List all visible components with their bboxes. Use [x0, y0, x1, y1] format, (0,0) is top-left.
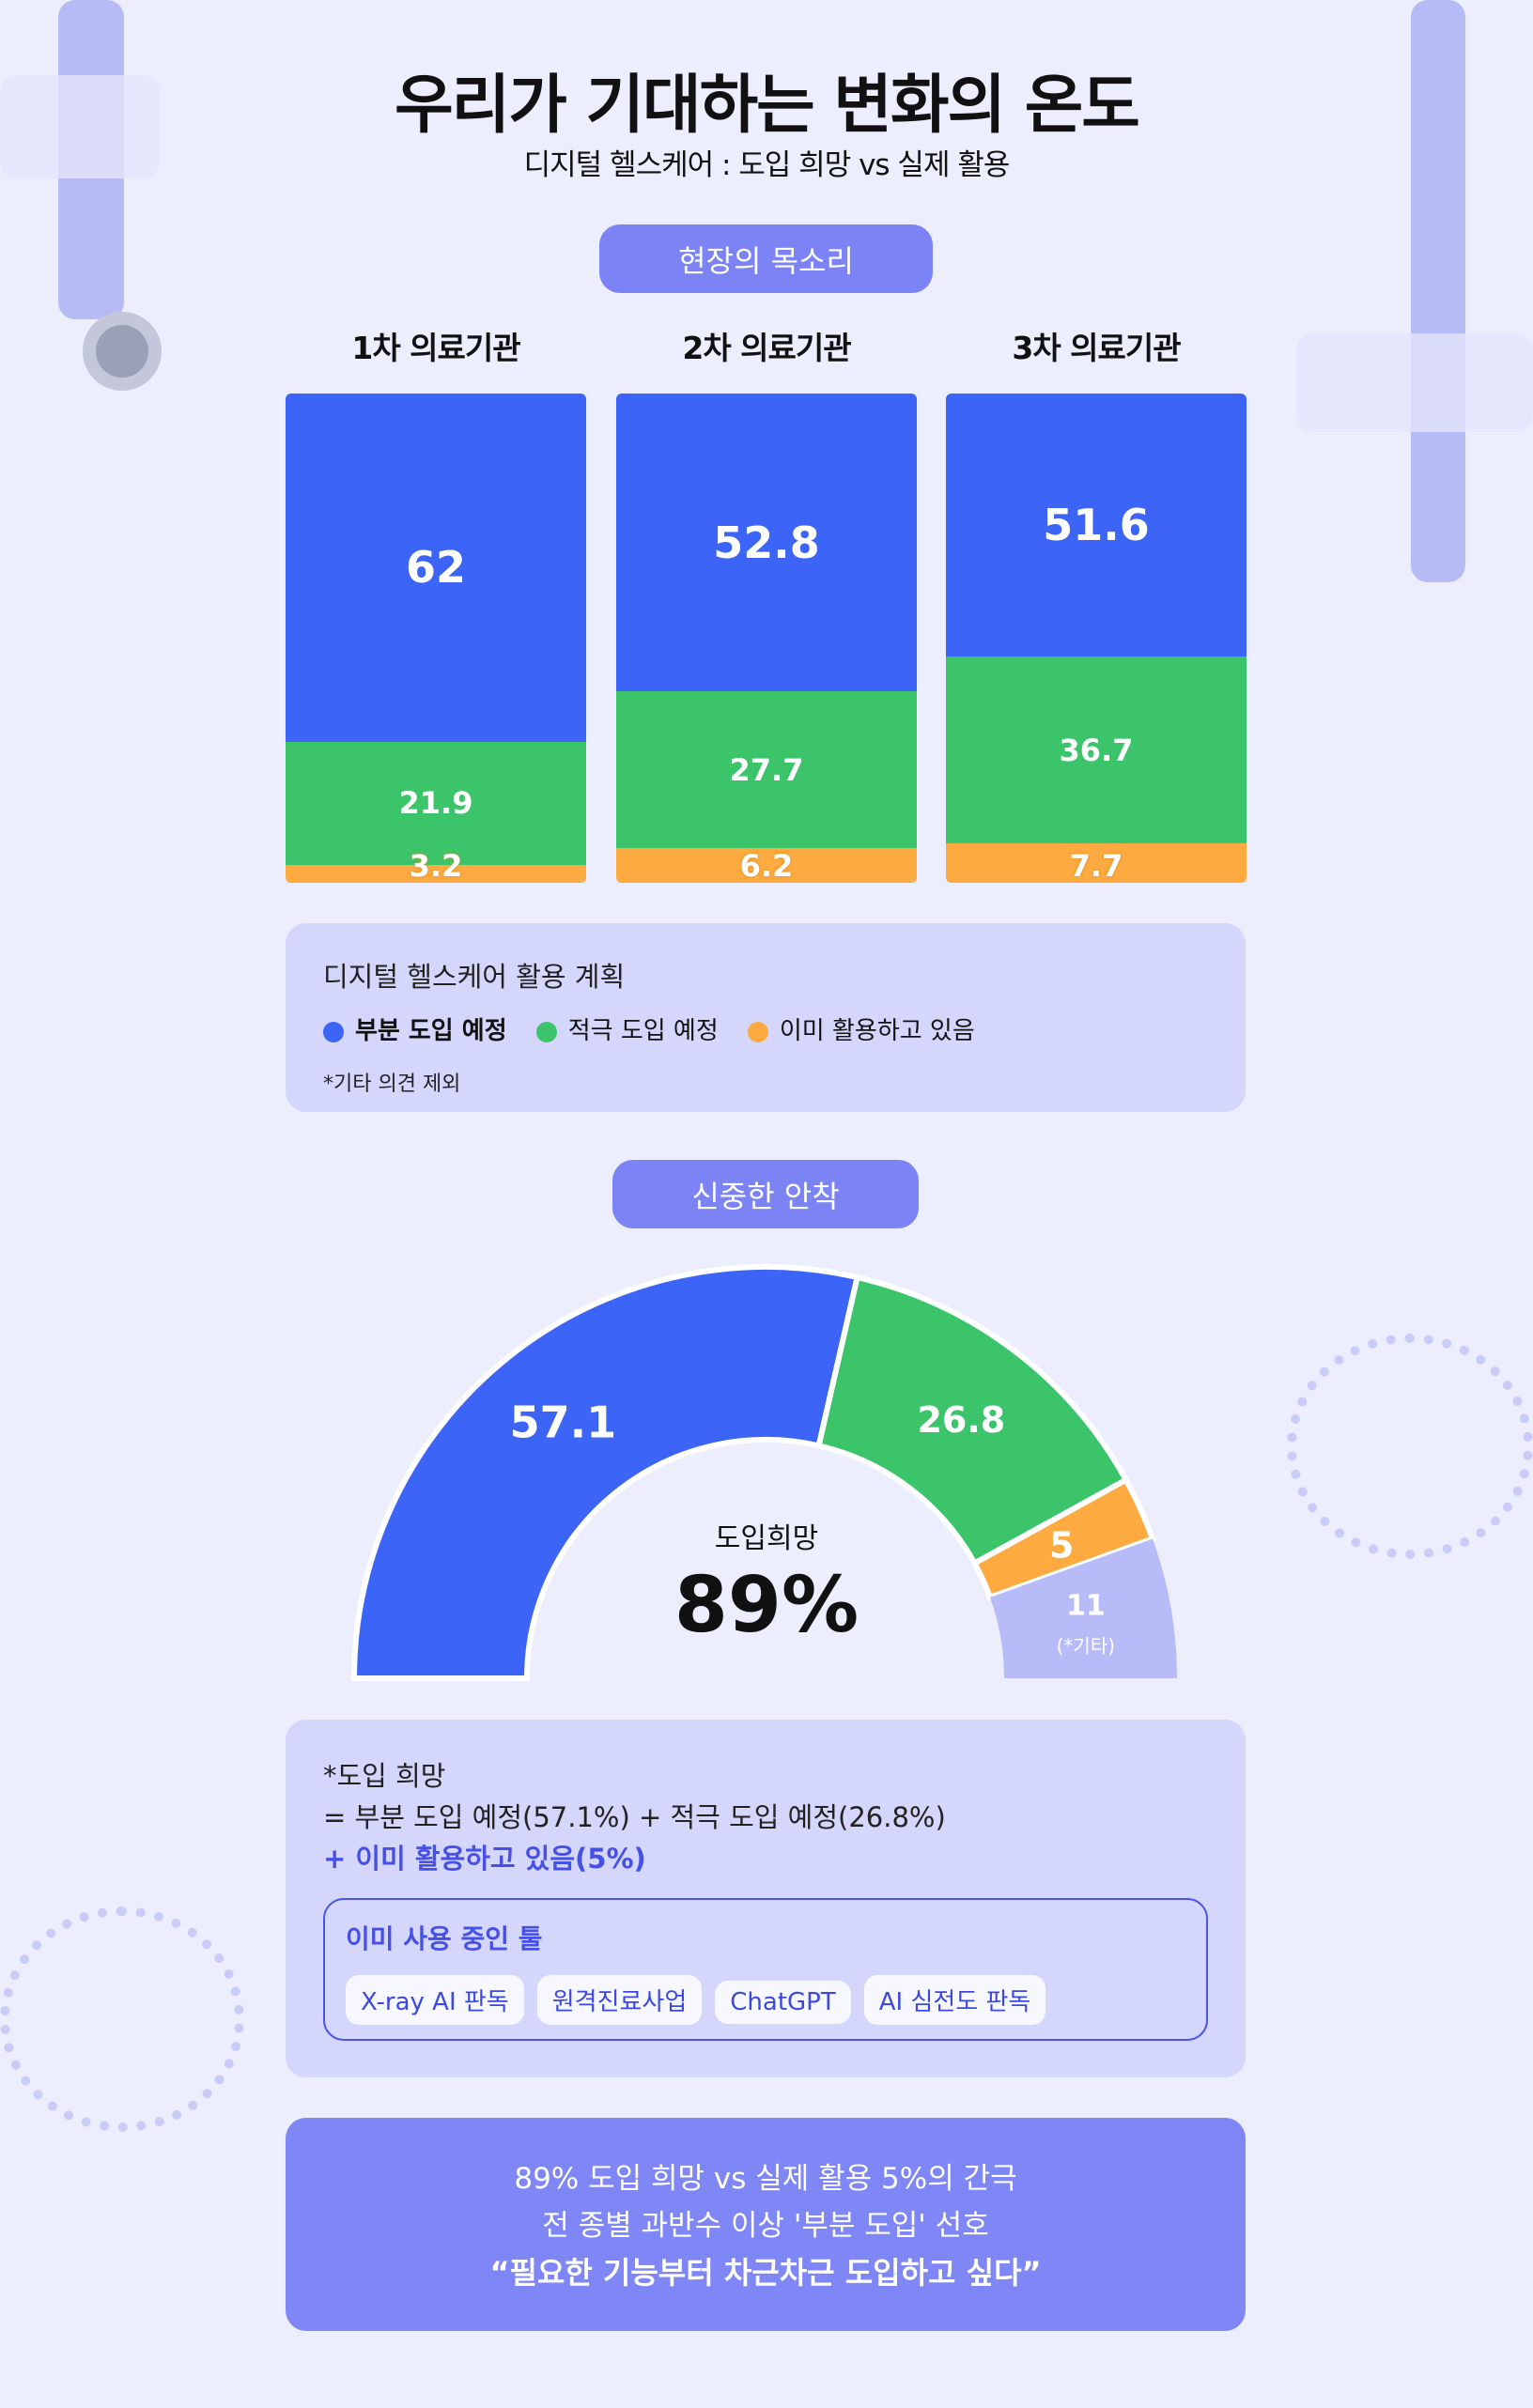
explain-line-1: *도입 희망 [323, 1760, 446, 1792]
bar-value-label: 6.2 [739, 847, 794, 883]
half-donut-chart: 57.1 26.8 5 11 (*기타) [350, 1264, 1177, 1681]
bar-value-label: 7.7 [1069, 847, 1123, 883]
tool-tag: X-ray AI 판독 [346, 1975, 524, 2025]
decoration-dna-icon [0, 1906, 244, 2132]
page-subtitle: 디지털 헬스케어 : 도입 희망 vs 실제 활용 [523, 148, 1011, 182]
gauge-value-label: 26.8 [917, 1399, 1005, 1441]
gauge-value-label: 11 [1066, 1589, 1106, 1622]
bar-value-label: 27.7 [729, 751, 804, 788]
stacked-bar: 62 21.9 3.2 [286, 394, 586, 883]
column-header: 3차 의료기관 [1012, 330, 1181, 366]
legend-item-partial: 부분 도입 예정 [323, 1011, 507, 1046]
bar-segment: 51.6 [946, 394, 1247, 657]
column-header: 2차 의료기관 [682, 330, 851, 366]
decoration-dna-icon [1287, 1334, 1533, 1559]
decoration-device-left-head [0, 75, 160, 178]
bar-segment: 6.2 [616, 847, 917, 883]
decoration-device-right-head [1296, 333, 1533, 432]
bar-value-label: 51.6 [1043, 500, 1150, 551]
page-title: 우리가 기대하는 변화의 온도 [395, 69, 1140, 143]
gauge-sublabel: (*기타) [1057, 1634, 1115, 1657]
gauge-value-label: 57.1 [510, 1397, 617, 1447]
tools-box: 이미 사용 중인 툴 X-ray AI 판독 원격진료사업 ChatGPT AI 심전… [323, 1898, 1208, 2041]
bar-value-label: 21.9 [398, 785, 473, 822]
gauge-value-label: 5 [1049, 1524, 1074, 1566]
legend-title: 디지털 헬스케어 활용 계획 [323, 961, 626, 993]
bar-value-label: 36.7 [1059, 732, 1134, 768]
legend-dot-green [535, 1021, 557, 1042]
summary-line-1: 89% 도입 희망 vs 실제 활용 5%의 간극 [514, 2162, 1017, 2196]
legend-item-using: 이미 활용하고 있음 [747, 1011, 975, 1046]
gauge-slice [970, 1475, 1156, 1601]
bar-segment: 3.2 [286, 851, 586, 883]
gauge-center-value: 89% [674, 1561, 859, 1650]
bar-segment: 21.9 [286, 741, 586, 865]
bar-value-label: 3.2 [409, 847, 463, 883]
gauge-slice [350, 1264, 861, 1681]
bar-value-label: 62 [405, 542, 466, 594]
bar-segment: 52.8 [616, 394, 917, 692]
tool-tag: AI 심전도 판독 [863, 1975, 1046, 2025]
tool-tag: 원격진료사업 [536, 1975, 703, 2025]
summary-card: 89% 도입 희망 vs 실제 활용 5%의 간극 전 종별 과반수 이상 '부… [286, 2118, 1246, 2331]
explain-card: *도입 희망 = 부분 도입 예정(57.1%) + 적극 도입 예정(26.8… [286, 1720, 1246, 2077]
section-pill-settling: 신중한 안착 [612, 1160, 919, 1228]
legend-dot-blue [323, 1021, 344, 1042]
bar-segment: 36.7 [946, 656, 1247, 844]
explain-line-3: + 이미 활용하고 있음(5%) [323, 1843, 646, 1875]
legend-item-active: 적극 도입 예정 [535, 1011, 719, 1046]
gauge-slice [815, 1273, 1130, 1567]
summary-line-2: 전 종별 과반수 이상 '부분 도입' 선호 [542, 2209, 989, 2243]
bar-segment: 7.7 [946, 843, 1247, 883]
section-pill-voices: 현장의 목소리 [599, 224, 933, 293]
gauge-slice [989, 1538, 1177, 1678]
bar-segment: 27.7 [616, 691, 917, 848]
legend-dot-orange [747, 1021, 768, 1042]
legend-card: 디지털 헬스케어 활용 계획 부분 도입 예정 적극 도입 예정 이미 활용하고… [286, 923, 1246, 1112]
gauge-center-label: 도입희망 [714, 1522, 819, 1555]
decoration-device-right [1411, 0, 1465, 582]
legend-note: *기타 의견 제외 [323, 1073, 461, 1096]
stacked-bar: 51.6 36.7 7.7 [946, 394, 1247, 883]
tool-tag: ChatGPT [715, 1981, 851, 2024]
column-header: 1차 의료기관 [351, 330, 520, 366]
explain-line-2: = 부분 도입 예정(57.1%) + 적극 도입 예정(26.8%) [323, 1801, 946, 1833]
stacked-bar: 52.8 27.7 6.2 [616, 394, 917, 883]
bar-segment: 62 [286, 394, 586, 742]
bar-value-label: 52.8 [713, 517, 820, 568]
summary-line-3: “필요한 기능부터 차근차근 도입하고 싶다” [489, 2255, 1042, 2291]
tools-title: 이미 사용 중인 툴 [346, 1923, 543, 1954]
decoration-lens-icon [83, 312, 162, 391]
